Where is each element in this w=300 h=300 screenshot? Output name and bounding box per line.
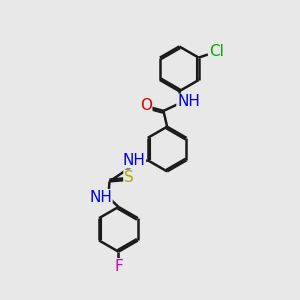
Text: NH: NH — [89, 190, 112, 205]
Text: O: O — [140, 98, 152, 113]
Text: F: F — [114, 259, 123, 274]
Text: NH: NH — [177, 94, 200, 110]
Text: NH: NH — [122, 153, 145, 168]
Text: Cl: Cl — [209, 44, 224, 59]
Text: S: S — [124, 170, 134, 185]
